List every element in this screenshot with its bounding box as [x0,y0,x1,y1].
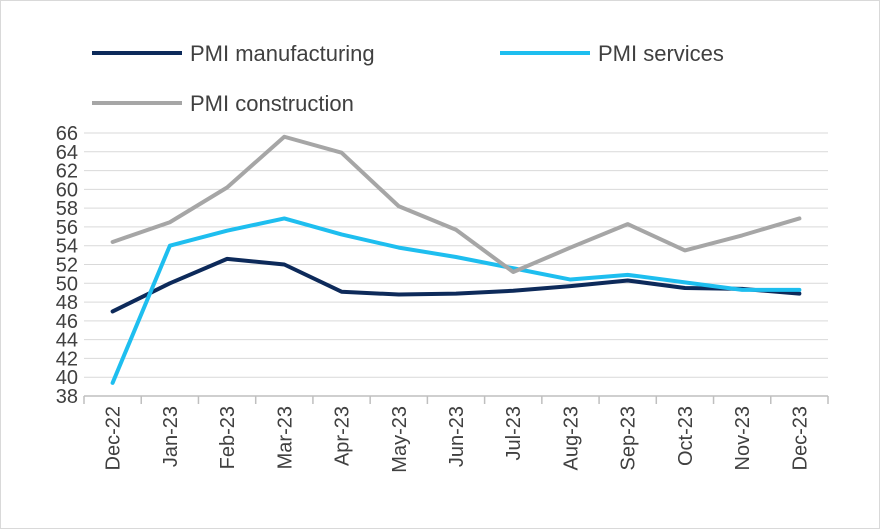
y-tick-label: 48 [56,292,78,314]
y-tick-label: 58 [56,198,78,220]
legend-label-pmi-services: PMI services [598,41,724,66]
legend-label-pmi-manufacturing: PMI manufacturing [190,41,375,66]
series-lines [110,134,802,385]
x-tick-label: Jul-23 [503,406,525,460]
y-tick-label: 50 [56,273,78,295]
y-tick-label: 56 [56,217,78,239]
x-tick-label: Aug-23 [560,406,582,471]
y-tick-label: 46 [56,311,78,333]
y-tick-label: 44 [56,330,78,352]
y-tick-label: 40 [56,367,78,389]
x-tick-label: Nov-23 [732,406,754,470]
legend: PMI manufacturing PMI services PMI const… [92,41,724,116]
y-tick-label: 62 [56,161,78,183]
y-tick-label: 38 [56,386,78,408]
x-tick-label: Oct-23 [675,406,697,466]
series-line-pmi-construction [110,134,802,275]
y-tick-label: 52 [56,255,78,277]
x-tick-label: Mar-23 [274,406,296,469]
x-tick-label: May-23 [389,406,411,473]
x-tick-label: Jun-23 [446,406,468,467]
x-tick-label: Feb-23 [217,406,239,469]
y-tick-label: 64 [56,142,78,164]
x-tick-label: Sep-23 [618,406,640,471]
series-line-pmi-services [110,216,802,385]
y-tick-label: 66 [56,123,78,145]
x-axis: Dec-22 Jan-23 Feb-23 Mar-23 Apr-23 May-23 Jun-… [83,395,829,473]
y-tick-label: 42 [56,348,78,370]
y-tick-label: 54 [56,236,78,258]
legend-label-pmi-construction: PMI construction [190,91,354,116]
x-tick-label: Dec-22 [103,406,125,470]
x-tick-label: Jan-23 [160,406,182,467]
x-tick-label: Apr-23 [332,406,354,466]
series-line-pmi-manufacturing [110,256,802,314]
x-tick-label: Dec-23 [789,406,811,470]
y-tick-label: 60 [56,179,78,201]
gridlines [84,132,828,378]
